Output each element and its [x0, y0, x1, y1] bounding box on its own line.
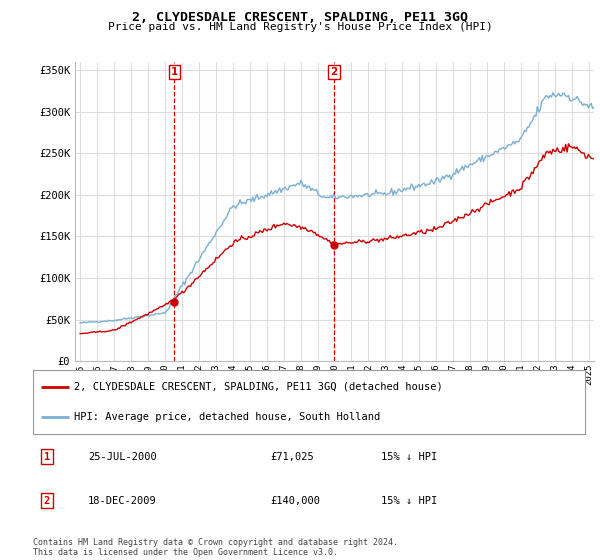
- Text: 2: 2: [44, 496, 50, 506]
- Text: 25-JUL-2000: 25-JUL-2000: [88, 452, 157, 462]
- Text: 18-DEC-2009: 18-DEC-2009: [88, 496, 157, 506]
- Text: 1: 1: [44, 452, 50, 462]
- Text: £71,025: £71,025: [271, 452, 314, 462]
- Text: HPI: Average price, detached house, South Holland: HPI: Average price, detached house, Sout…: [74, 412, 380, 422]
- Text: 1: 1: [171, 67, 178, 77]
- Text: Price paid vs. HM Land Registry's House Price Index (HPI): Price paid vs. HM Land Registry's House …: [107, 22, 493, 32]
- Text: Contains HM Land Registry data © Crown copyright and database right 2024.
This d: Contains HM Land Registry data © Crown c…: [33, 538, 398, 557]
- Text: 15% ↓ HPI: 15% ↓ HPI: [381, 496, 437, 506]
- Text: 2, CLYDESDALE CRESCENT, SPALDING, PE11 3GQ: 2, CLYDESDALE CRESCENT, SPALDING, PE11 3…: [132, 11, 468, 24]
- Text: 15% ↓ HPI: 15% ↓ HPI: [381, 452, 437, 462]
- Text: £140,000: £140,000: [271, 496, 320, 506]
- Text: 2: 2: [331, 67, 338, 77]
- Text: 2, CLYDESDALE CRESCENT, SPALDING, PE11 3GQ (detached house): 2, CLYDESDALE CRESCENT, SPALDING, PE11 3…: [74, 382, 443, 392]
